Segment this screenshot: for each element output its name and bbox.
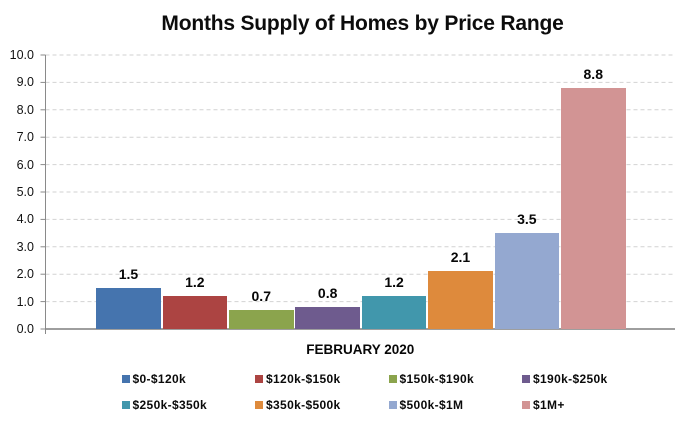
legend-label: $500k-$1M [399, 397, 464, 412]
y-axis-tick-label: 3.0 [16, 239, 34, 254]
legend-label: $250k-$350k [132, 397, 208, 412]
legend-label: $150k-$190k [399, 371, 475, 386]
legend-label: $0-$120k [132, 371, 187, 386]
legend-swatch-icon [522, 400, 530, 409]
legend-label: $350k-$500k [266, 397, 341, 412]
legend-swatch-icon [121, 374, 130, 383]
bar-value-label: 1.5 [118, 265, 139, 282]
y-axis-tick-label: 6.0 [16, 157, 34, 172]
y-axis-tick-label: 9.0 [16, 75, 34, 90]
y-axis-tick-label: 10.0 [9, 48, 34, 62]
bar-$190k-$250k [295, 307, 360, 329]
bar-$150k-$190k [229, 309, 294, 329]
y-axis-tick-label: 7.0 [16, 130, 34, 145]
y-axis-tick-label: 2.0 [16, 267, 34, 282]
legend-swatch-icon [522, 374, 530, 383]
bar-$500k-$1M [494, 233, 560, 329]
bar-value-label: 1.2 [384, 274, 404, 291]
x-axis-label: FEBRUARY 2020 [306, 342, 415, 357]
bar-$250k-$350k [361, 296, 427, 329]
bar-$120k-$150k [162, 296, 228, 329]
y-axis-tick-label: 0.0 [16, 322, 34, 336]
legend-label: $1M+ [533, 397, 565, 412]
y-axis-tick-label: 4.0 [16, 212, 34, 227]
legend-swatch-icon [388, 400, 397, 409]
bar-value-label: 0.8 [317, 285, 338, 302]
legend-label: $190k-$250k [533, 371, 608, 386]
y-axis-tick-label: 8.0 [16, 102, 34, 117]
bar-$0-$120k [96, 287, 161, 329]
bar-value-label: 8.8 [583, 65, 603, 82]
legend-swatch-icon [255, 400, 263, 409]
bar-value-label: 3.5 [517, 211, 537, 228]
y-axis-tick-label: 5.0 [16, 185, 34, 199]
legend-swatch-icon [255, 374, 263, 383]
bar-$1M+ [561, 87, 626, 329]
y-axis-tick-label: 1.0 [16, 294, 34, 309]
bar-$350k-$500k [428, 271, 493, 329]
legend-swatch-icon [388, 374, 397, 383]
bar-value-label: 1.2 [185, 274, 205, 291]
legend-swatch-icon [121, 400, 130, 409]
bar-value-label: 0.7 [251, 287, 271, 304]
legend-label: $120k-$150k [266, 371, 341, 386]
bar-value-label: 2.1 [450, 249, 471, 266]
chart-title: Months Supply of Homes by Price Range [161, 12, 564, 35]
